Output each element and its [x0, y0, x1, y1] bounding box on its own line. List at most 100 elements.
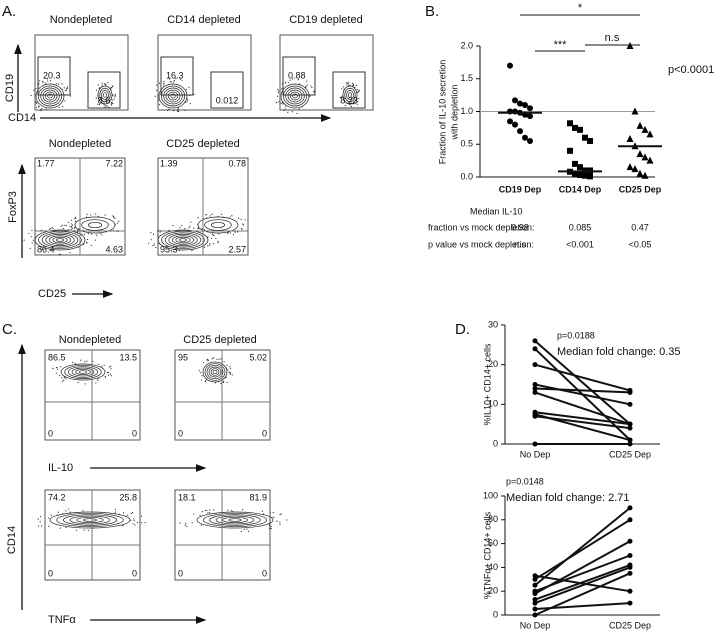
event-dot — [181, 224, 183, 226]
event-dot — [133, 519, 135, 522]
contour — [78, 370, 88, 374]
data-point — [532, 362, 538, 368]
contour — [210, 368, 220, 376]
event-dot — [104, 214, 106, 216]
annotation: p=0.0148 — [506, 476, 544, 486]
event-dot — [154, 95, 156, 97]
event-dot — [268, 528, 270, 530]
event-dot — [358, 89, 360, 91]
event-dot — [230, 232, 232, 234]
event-dot — [95, 213, 97, 215]
event-dot — [278, 101, 280, 103]
event-dot — [77, 231, 79, 233]
data-point — [532, 413, 538, 419]
contour — [42, 89, 58, 103]
data-point — [631, 107, 639, 115]
event-dot — [101, 85, 103, 87]
panel-label: B. — [425, 3, 439, 20]
event-dot — [70, 219, 73, 221]
event-dot — [310, 85, 312, 87]
event-dot — [58, 106, 60, 108]
quadrant-value: 13.5 — [119, 352, 137, 362]
event-dot — [45, 82, 47, 84]
event-dot — [210, 237, 213, 239]
event-dot — [61, 377, 63, 379]
plot-frame — [34, 34, 129, 111]
event-dot — [37, 525, 40, 527]
event-dot — [217, 241, 219, 244]
event-dot — [66, 87, 68, 90]
contour — [282, 85, 308, 107]
event-dot — [111, 99, 114, 101]
y-tick-label: 20 — [488, 586, 498, 596]
event-dot — [56, 514, 59, 516]
quadrant-value: 74.2 — [48, 492, 66, 502]
contour — [175, 236, 191, 244]
data-point — [532, 385, 538, 391]
quadrant-value: 0 — [48, 568, 53, 578]
data-point — [532, 338, 538, 344]
event-dot — [306, 80, 308, 82]
event-dot — [175, 77, 177, 80]
event-dot — [341, 87, 343, 90]
contour — [45, 233, 75, 247]
plot-title: CD14 depleted — [167, 14, 240, 26]
event-dot — [34, 101, 37, 103]
event-dot — [277, 88, 279, 90]
event-dot — [134, 524, 136, 526]
y-tick-label: 0 — [493, 438, 498, 448]
event-dot — [31, 229, 33, 231]
y-tick-label: 1.5 — [460, 73, 473, 83]
event-dot — [305, 85, 307, 87]
data-point — [627, 389, 633, 395]
event-dot — [65, 89, 68, 91]
contour — [102, 92, 108, 98]
event-dot — [39, 515, 42, 518]
event-dot — [205, 214, 207, 216]
y-tick-label: 2.0 — [460, 40, 473, 50]
event-dot — [276, 95, 279, 97]
event-dot — [157, 94, 159, 96]
quadrant-value: 4.63 — [105, 244, 123, 254]
event-dot — [179, 522, 181, 524]
event-dot — [246, 528, 248, 530]
event-dot — [61, 380, 63, 382]
panel-label: C. — [2, 321, 17, 338]
paired-line — [534, 566, 631, 605]
event-dot — [240, 228, 243, 230]
event-dot — [181, 79, 183, 81]
annotation: Median fold change: 0.35 — [557, 346, 681, 358]
contour — [47, 93, 53, 99]
event-dot — [158, 243, 161, 245]
axis-label: %TNFα+ CD14+ cells — [482, 511, 492, 599]
event-dot — [86, 238, 89, 241]
event-dot — [107, 371, 109, 373]
event-dot — [60, 366, 62, 368]
event-dot — [83, 243, 85, 245]
contour — [76, 516, 104, 524]
event-dot — [95, 89, 97, 91]
event-dot — [216, 358, 218, 360]
event-dot — [74, 220, 77, 222]
event-dot — [105, 83, 107, 85]
panel-label: D. — [455, 321, 470, 338]
event-dot — [197, 227, 200, 229]
event-dot — [51, 226, 53, 228]
event-dot — [229, 368, 232, 370]
event-dot — [186, 92, 188, 94]
data-point — [636, 150, 644, 158]
event-dot — [229, 373, 231, 376]
contour — [82, 518, 98, 522]
x-tick-label: CD19 Dep — [499, 184, 542, 194]
event-dot — [343, 88, 345, 91]
event-dot — [172, 225, 174, 227]
event-dot — [113, 216, 115, 219]
contour — [204, 363, 226, 381]
event-dot — [127, 514, 129, 516]
contour — [157, 229, 209, 251]
quadrant-value: 2.57 — [228, 244, 246, 254]
event-dot — [96, 234, 98, 236]
event-dot — [344, 105, 346, 107]
event-dot — [197, 226, 200, 228]
event-dot — [163, 85, 165, 87]
